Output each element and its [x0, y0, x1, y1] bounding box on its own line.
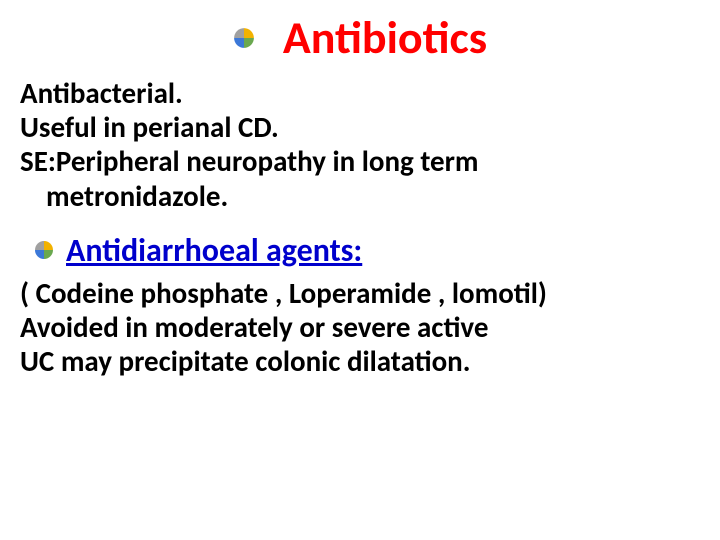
body-line: SE:Peripheral neuropathy in long term: [20, 144, 700, 178]
body-block-1: Antibacterial. Useful in perianal CD. SE…: [20, 76, 700, 213]
quadrant-bullet-icon: [233, 27, 255, 49]
body-line: Useful in perianal CD.: [20, 110, 700, 144]
body-line: UC may precipitate colonic dilatation.: [20, 344, 700, 378]
quadrant-bullet-icon: [34, 240, 54, 260]
slide-title: Antibiotics: [283, 10, 487, 66]
subheading-row: Antidiarrhoeal agents:: [34, 231, 700, 270]
body-line: ( Codeine phosphate , Loperamide , lomot…: [20, 276, 700, 310]
title-row: Antibiotics: [20, 10, 700, 66]
slide: Antibiotics Antibacterial. Useful in per…: [0, 0, 720, 540]
body-line: metronidazole.: [20, 179, 700, 213]
body-line: Avoided in moderately or severe active: [20, 310, 700, 344]
body-line: Antibacterial.: [20, 76, 700, 110]
subheading: Antidiarrhoeal agents:: [66, 231, 362, 270]
body-block-2: ( Codeine phosphate , Loperamide , lomot…: [20, 276, 700, 379]
